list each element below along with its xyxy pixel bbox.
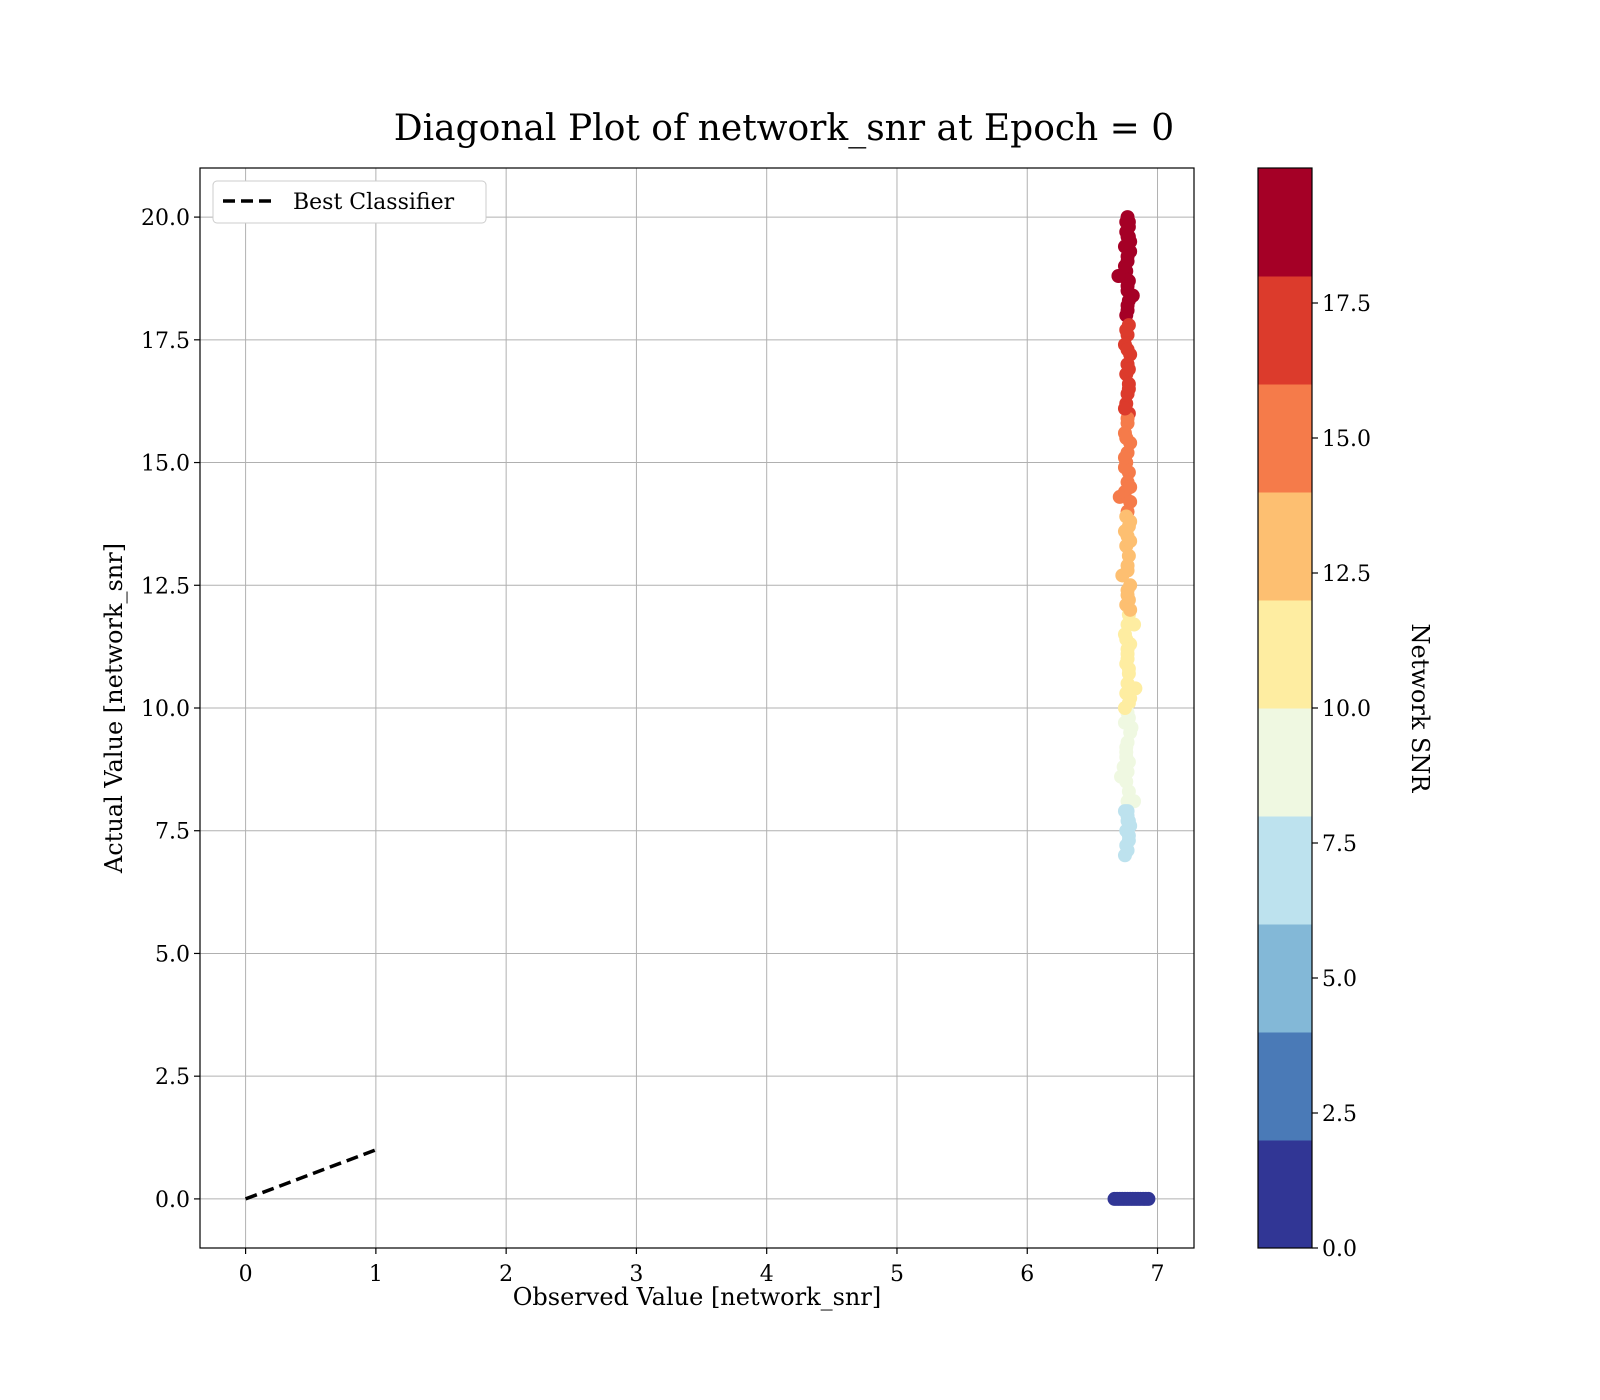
colorbar-tick-label: 0.0 xyxy=(1322,1237,1357,1262)
scatter-point xyxy=(1121,362,1136,377)
scatter-point xyxy=(1120,583,1135,598)
scatter-point xyxy=(1117,450,1132,465)
reference-line-group xyxy=(244,1148,377,1201)
colorbar-segment xyxy=(1258,816,1312,925)
x-tick-label: 7 xyxy=(1151,1262,1165,1287)
scatter-point xyxy=(1120,342,1135,357)
scatter-point xyxy=(1123,691,1138,706)
x-tick-label: 6 xyxy=(1020,1262,1034,1287)
colorbar-segment xyxy=(1258,708,1312,817)
colorbar-ticks: 0.0 2.5 5.0 7.5 10.0 12.5 15.0 17.5 xyxy=(1312,292,1371,1262)
scatter-point xyxy=(1120,303,1135,318)
colorbar-tick-label: 17.5 xyxy=(1322,292,1371,317)
plot-area: 0 1 2 3 4 5 6 7 0.0 2.5 5.0 7.5 10.0 12.5 15.0 17.5 20.… xyxy=(141,167,1195,1287)
colorbar-segments xyxy=(1258,168,1312,1249)
x-tick-label: 3 xyxy=(629,1262,643,1287)
y-tick-label: 7.5 xyxy=(155,820,190,845)
y-tick-label: 2.5 xyxy=(155,1065,190,1090)
colorbar-tick-label: 15.0 xyxy=(1322,427,1371,452)
colorbar-tick-label: 12.5 xyxy=(1322,562,1371,587)
colorbar-segment xyxy=(1258,492,1312,601)
scatter-point xyxy=(1120,563,1135,578)
scatter-point xyxy=(1120,278,1135,293)
scatter-point xyxy=(1119,431,1134,445)
x-tick-label: 4 xyxy=(760,1262,774,1287)
scatter-point xyxy=(1123,480,1138,495)
colorbar-segment xyxy=(1258,1140,1312,1249)
colorbar-tick-label: 10.0 xyxy=(1322,697,1371,722)
scatter-points xyxy=(1107,210,1156,1206)
best-classifier-line xyxy=(244,1148,377,1201)
scatter-point xyxy=(1127,794,1142,809)
legend-label: Best Classifier xyxy=(293,190,455,215)
colorbar-segment xyxy=(1258,168,1312,277)
x-tick-label: 5 xyxy=(890,1262,904,1287)
colorbar-label: Network SNR xyxy=(1406,624,1434,794)
x-tick-label: 2 xyxy=(499,1262,513,1287)
scatter-point xyxy=(1121,828,1136,843)
colorbar-tick-label: 7.5 xyxy=(1322,832,1357,857)
scatter-point xyxy=(1119,750,1134,765)
scatter-point xyxy=(1127,617,1142,632)
y-axis-label: Actual Value [network_snr] xyxy=(100,543,128,874)
colorbar-tick-label: 2.5 xyxy=(1322,1102,1357,1127)
scatter-point xyxy=(1119,323,1134,337)
scatter-point xyxy=(1121,215,1136,229)
y-axis-ticks: 0.0 2.5 5.0 7.5 10.0 12.5 15.0 17.5 20.0 xyxy=(141,206,200,1213)
scatter-point xyxy=(1121,381,1136,396)
y-tick-label: 15.0 xyxy=(141,452,190,477)
scatter-point xyxy=(1124,720,1139,735)
y-tick-label: 12.5 xyxy=(141,574,190,599)
x-axis-label: Observed Value [network_snr] xyxy=(513,1283,881,1311)
colorbar-segment xyxy=(1258,1032,1312,1141)
scatter-point xyxy=(1120,642,1135,657)
y-tick-label: 5.0 xyxy=(155,942,190,967)
colorbar-segment xyxy=(1258,384,1312,493)
colorbar: 0.0 2.5 5.0 7.5 10.0 12.5 15.0 17.5 Network SNR xyxy=(1257,167,1434,1262)
scatter-point xyxy=(1121,661,1136,676)
scatter-point xyxy=(1121,229,1136,244)
scatter-point xyxy=(1123,534,1138,549)
colorbar-segment xyxy=(1258,924,1312,1033)
y-tick-label: 0.0 xyxy=(155,1188,190,1213)
x-tick-label: 0 xyxy=(239,1262,253,1287)
grid-lines xyxy=(200,168,1194,1248)
legend: Best Classifier xyxy=(212,180,487,224)
colorbar-segment xyxy=(1258,276,1312,385)
scatter-point xyxy=(1111,269,1126,283)
y-tick-label: 17.5 xyxy=(141,329,190,354)
chart-title: Diagonal Plot of network_snr at Epoch = … xyxy=(394,108,1174,149)
x-axis-ticks: 0 1 2 3 4 5 6 7 xyxy=(239,1248,1165,1287)
scatter-point xyxy=(1117,401,1132,416)
x-tick-label: 1 xyxy=(369,1262,383,1287)
scatter-point xyxy=(1123,602,1138,617)
y-tick-label: 10.0 xyxy=(141,697,190,722)
scatter-point xyxy=(1119,740,1134,755)
y-tick-label: 20.0 xyxy=(141,206,190,231)
colorbar-tick-label: 5.0 xyxy=(1322,967,1357,992)
scatter-point xyxy=(1123,514,1138,529)
scatter-point xyxy=(1141,1191,1156,1206)
scatter-point xyxy=(1117,460,1132,475)
scatter-point xyxy=(1120,249,1135,264)
colorbar-segment xyxy=(1258,600,1312,709)
legend-box xyxy=(212,180,487,224)
scatter-point xyxy=(1121,813,1136,828)
